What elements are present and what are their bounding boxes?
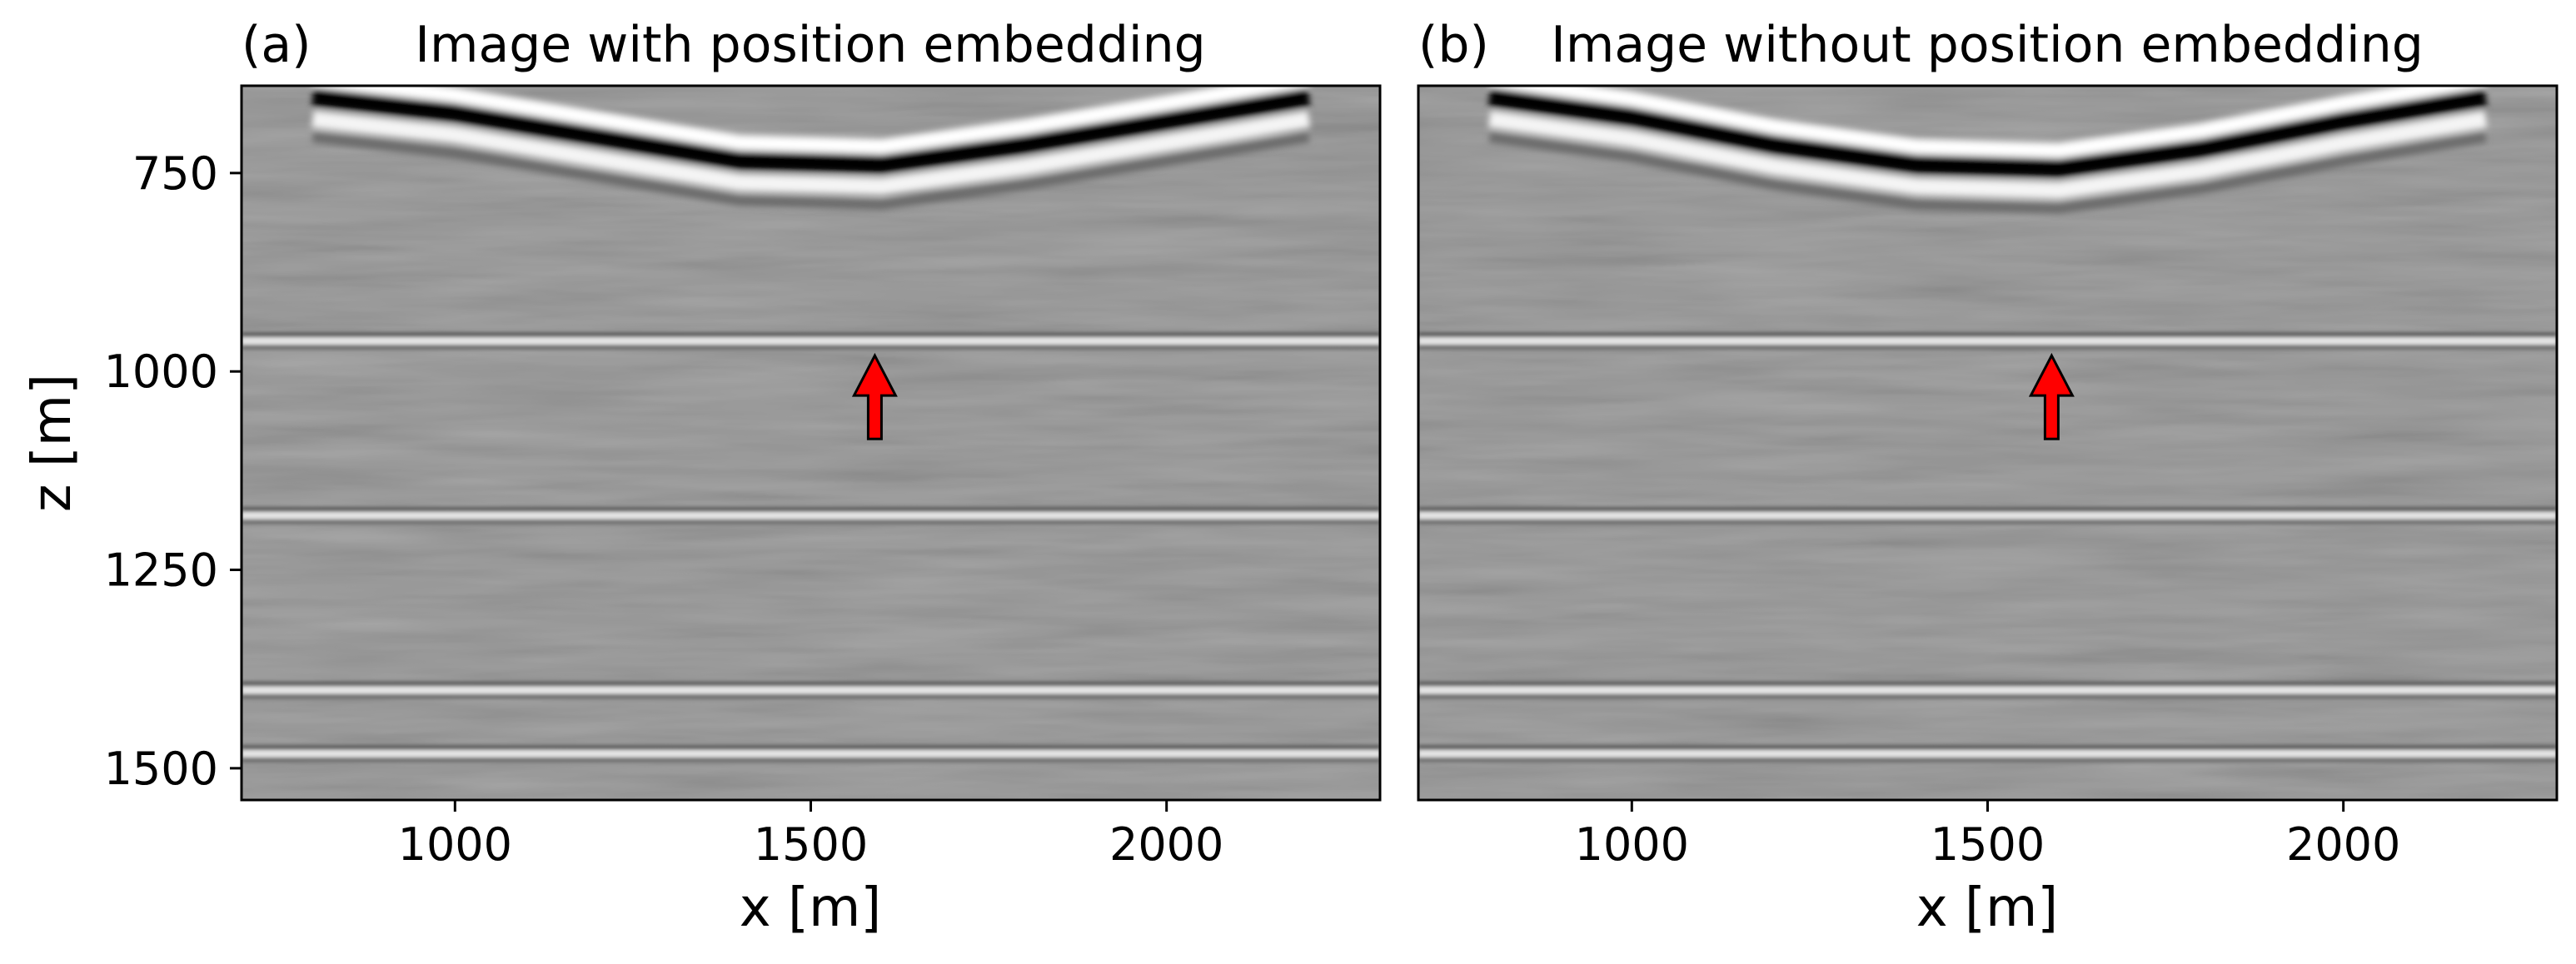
- horizon-dark-b-1: [1418, 506, 2557, 513]
- x-tick-label-a-1500: 1500: [754, 818, 868, 871]
- red-arrow-a: [851, 352, 898, 440]
- y-axis-ticks-a: 750 1000 1250 1500: [104, 147, 242, 795]
- horizon-shadow-b-1: [1418, 519, 2557, 524]
- y-tick-label-a-1500: 1500: [104, 743, 218, 795]
- horizon-dark-a-1: [242, 506, 1380, 513]
- panel-label-b: (b): [1418, 16, 1489, 74]
- seafloor-band-top-b: [1488, 86, 2488, 158]
- horizon-dark-a-3: [242, 744, 1380, 751]
- x-tick-label-a-1000: 1000: [398, 818, 512, 871]
- x-axis-label-b: x [m]: [1916, 877, 2059, 939]
- horizon-shadow-b-0: [1418, 345, 2557, 350]
- horizon-b-2: [1418, 686, 2557, 694]
- seafloor-band-light-b: [1488, 111, 2488, 199]
- x-axis-label-a: x [m]: [740, 877, 882, 939]
- horizon-b-0: [1418, 337, 2557, 345]
- chart-title-a: Image with position embedding: [415, 16, 1205, 74]
- seismic-image-a: [242, 86, 1380, 800]
- y-tick-label-a-1250: 1250: [104, 544, 218, 597]
- horizon-a-0: [242, 337, 1380, 345]
- seafloor-band-shadow-a: [311, 132, 1310, 210]
- horizon-shadow-a-2: [242, 693, 1380, 699]
- x-tick-label-b-2000: 2000: [2286, 818, 2400, 871]
- seafloor-reflection-a: [311, 86, 1311, 210]
- horizon-shadow-a-1: [242, 519, 1380, 524]
- horizons-a: [242, 332, 1380, 763]
- horizon-dark-a-2: [242, 681, 1380, 688]
- horizon-dark-a-0: [242, 332, 1380, 339]
- x-axis-ticks-b: 1000 1500 2000: [1575, 800, 2400, 871]
- seafloor-band-shadow-b: [1488, 132, 2487, 214]
- seafloor-band-light-a: [311, 111, 1311, 195]
- y-tick-label-a-1000: 1000: [104, 345, 218, 398]
- horizon-shadow-b-3: [1418, 757, 2557, 763]
- seismic-image-b: [1418, 86, 2557, 800]
- horizons-b: [1418, 332, 2557, 763]
- red-arrow-b: [2028, 352, 2075, 440]
- horizon-b-1: [1418, 511, 2557, 519]
- horizon-shadow-a-3: [242, 757, 1380, 763]
- chart-title-b: Image without position embedding: [1551, 16, 2424, 74]
- seafloor-band-dark-a: [311, 88, 1311, 174]
- horizon-dark-b-0: [1418, 332, 2557, 339]
- panel-label-a: (a): [242, 16, 311, 74]
- arrow-b: [2028, 352, 2075, 440]
- x-tick-label-b-1000: 1000: [1575, 818, 1689, 871]
- horizon-a-3: [242, 749, 1380, 758]
- panel-b: 1000 1500 2000 (b) Image without position …: [1417, 16, 2559, 939]
- horizon-shadow-b-2: [1418, 693, 2557, 699]
- horizon-shadow-a-0: [242, 345, 1380, 350]
- seafloor-reflection-b: [1487, 86, 2488, 214]
- y-axis-label: z [m]: [22, 374, 83, 512]
- horizon-a-2: [242, 686, 1380, 694]
- horizon-a-1: [242, 511, 1380, 519]
- horizon-b-3: [1418, 749, 2557, 758]
- seafloor-band-top-a: [311, 86, 1311, 154]
- x-tick-label-a-2000: 2000: [1109, 818, 1223, 871]
- arrow-a: [851, 352, 898, 440]
- x-axis-ticks-a: 1000 1500 2000: [398, 800, 1223, 871]
- seafloor-band-dark-b: [1487, 88, 2488, 178]
- y-tick-label-a-750: 750: [132, 147, 218, 200]
- panel-a: 1000 1500 2000 750 1000 1250 1500 (a) Image w…: [22, 16, 1382, 939]
- x-tick-label-b-1500: 1500: [1931, 818, 2045, 871]
- horizon-dark-b-3: [1418, 744, 2557, 751]
- horizon-dark-b-2: [1418, 681, 2557, 688]
